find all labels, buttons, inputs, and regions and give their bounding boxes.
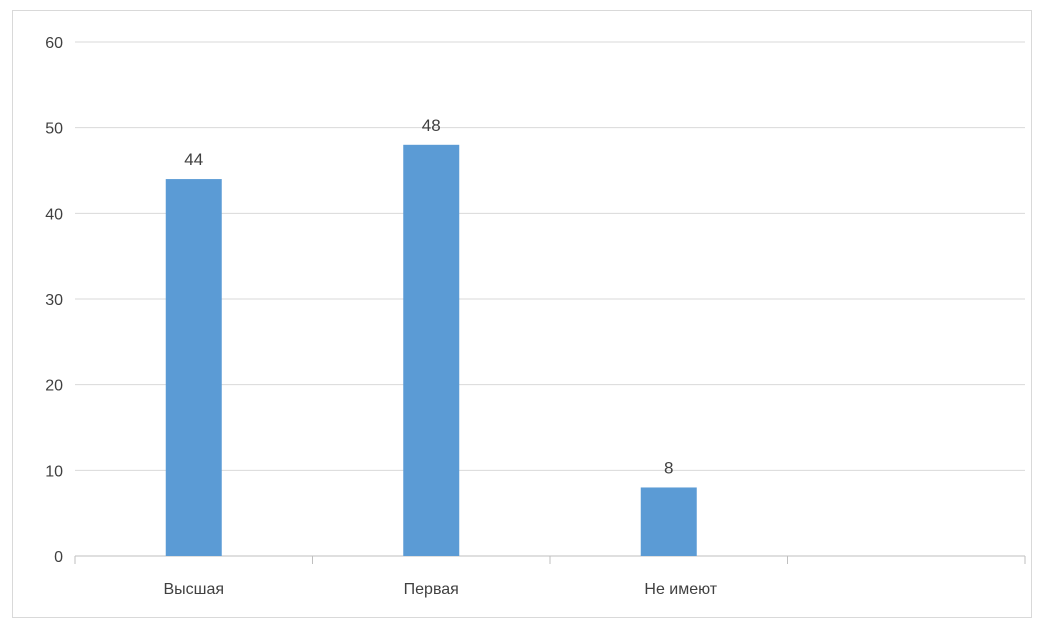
labels: 0 10 20 30 40 50 60 44 Высшая 48 Первая 8 Не имеют <box>45 35 718 598</box>
category-label: Высшая <box>163 581 224 598</box>
y-tick-label: 20 <box>45 378 63 395</box>
bar-1 <box>403 144 460 557</box>
bars <box>165 144 697 557</box>
data-label: 44 <box>184 150 203 169</box>
y-tick-label: 30 <box>45 292 63 309</box>
bar-0 <box>165 179 222 557</box>
data-label: 8 <box>664 458 673 477</box>
y-tick-label: 50 <box>45 121 63 138</box>
category-label: Не имеют <box>644 581 717 598</box>
y-tick-label: 60 <box>45 35 63 52</box>
axes <box>74 555 1026 564</box>
category-label: Первая <box>404 581 459 598</box>
y-tick-label: 0 <box>54 549 63 566</box>
gridlines <box>75 41 1025 471</box>
bar-2 <box>640 487 697 556</box>
data-label: 48 <box>422 116 441 135</box>
y-tick-label: 10 <box>45 463 63 480</box>
y-tick-label: 40 <box>45 206 63 223</box>
